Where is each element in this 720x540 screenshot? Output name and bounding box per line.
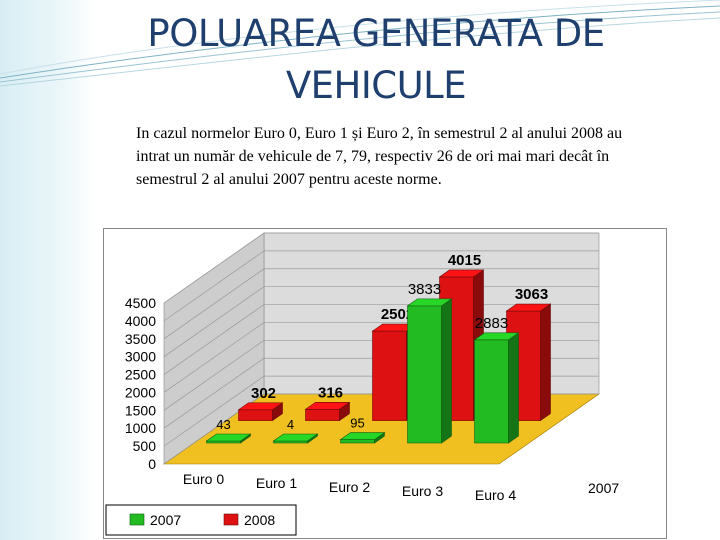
y-tick-label: 2000: [125, 384, 156, 400]
title-line-1: POLUAREA GENERATA DE: [147, 12, 605, 55]
bar-front-face: [238, 409, 273, 421]
title-line-2: VEHICULE: [285, 64, 467, 107]
gridline: [163, 250, 599, 322]
bar-side-face: [540, 303, 551, 422]
y-tick-label: 4000: [125, 313, 156, 329]
chart-container: 0 500 1000 1500 2000 2500 3000 3500 4000 4500 302 3…: [103, 228, 667, 539]
bar-top-face: [237, 402, 284, 411]
bar-top-face: [505, 303, 552, 312]
x-tick-label: Euro 3: [402, 483, 443, 499]
legend-swatch: [223, 513, 239, 526]
bar-front-face: [474, 339, 509, 444]
gridline: [163, 322, 599, 393]
bar-top-face: [272, 433, 319, 442]
gridline: [163, 232, 599, 304]
y-tick-label: 4500: [125, 295, 156, 311]
data-label: 302: [251, 385, 276, 402]
gridline: [163, 286, 599, 357]
data-label: 95: [350, 416, 364, 431]
bar-side-face: [508, 332, 519, 444]
y-tick-label: 0: [148, 456, 156, 472]
slide-title: POLUAREA GENERATA DE VEHICULE: [96, 8, 656, 112]
y-tick-label: 3500: [125, 331, 156, 347]
data-label: 2502: [381, 306, 414, 323]
x-tick-label: Euro 4: [475, 487, 516, 503]
bar-front-face: [340, 439, 375, 444]
data-label: 3833: [408, 281, 441, 298]
bar-top-face: [473, 332, 520, 341]
data-label: 2883: [475, 315, 508, 332]
gridline: [163, 268, 599, 340]
y-tick-label: 3000: [125, 349, 156, 365]
data-label: 4015: [448, 252, 481, 269]
y-tick-label: 500: [133, 438, 157, 454]
data-label: 4: [287, 417, 294, 432]
bar-top-face: [205, 433, 252, 442]
y-tick-label: 1500: [125, 402, 156, 418]
bar-top-face: [339, 432, 386, 440]
bar-top-face: [438, 269, 485, 278]
sidebar-band: [0, 0, 96, 540]
slide-body-text: In cazul normelor Euro 0, Euro 1 și Euro…: [136, 125, 623, 188]
bar-top-face: [304, 401, 351, 410]
x-tick-label: Euro 1: [256, 475, 297, 491]
data-label: 316: [318, 384, 343, 401]
legend-swatch: [129, 513, 145, 526]
data-label: 43: [216, 417, 230, 432]
depth-axis-label: 2007: [588, 480, 619, 496]
y-tick-label: 1000: [125, 420, 156, 436]
header-decoration: [0, 0, 720, 87]
bar-front-face: [305, 408, 340, 421]
bar-front-face: [372, 330, 407, 421]
x-tick-label: Euro 0: [183, 471, 224, 487]
x-tick-label: Euro 2: [329, 479, 370, 495]
data-label: 3063: [515, 286, 548, 303]
legend-entry: 2008: [244, 512, 275, 528]
bar-side-face: [441, 298, 452, 444]
gridline: [163, 304, 599, 375]
bar-top-face: [406, 298, 453, 307]
y-tick-label: 2500: [125, 367, 156, 383]
legend-entry: 2007: [150, 512, 181, 528]
bar-front-face: [407, 305, 442, 444]
